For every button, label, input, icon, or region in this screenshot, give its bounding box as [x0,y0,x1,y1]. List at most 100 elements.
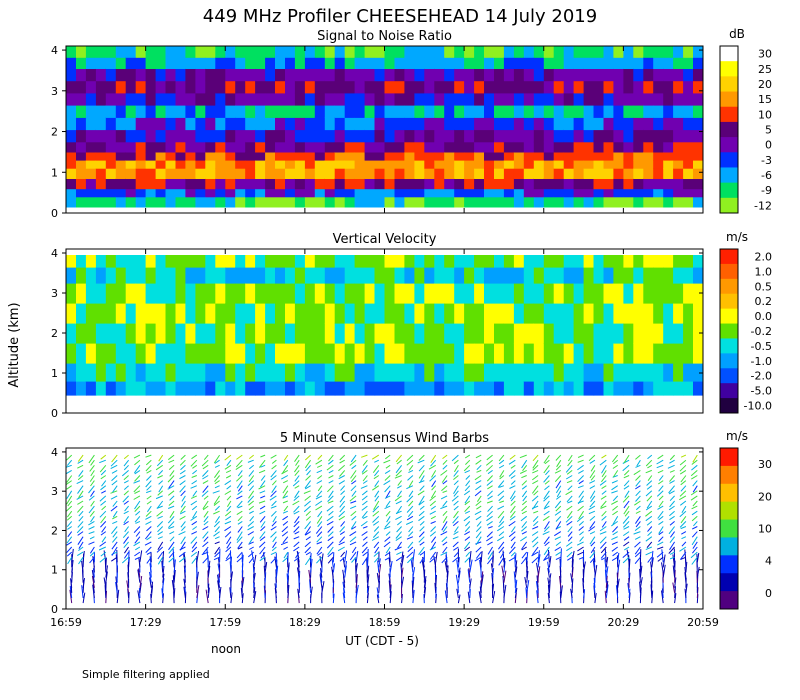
heatmap-cell [374,168,386,179]
heatmap-cell [683,178,694,190]
wind-barb [162,593,164,604]
heatmap-cell [265,188,276,198]
wind-barb [305,464,311,472]
heatmap-cell [135,255,147,268]
heatmap-cell [245,363,256,382]
heatmap-cell [304,323,316,344]
wind-barb [611,536,618,541]
wind-barb [491,572,494,583]
heatmap-cell [653,57,664,69]
heatmap-cell [314,46,326,58]
wind-barb [604,590,607,604]
heatmap-cell [265,151,276,161]
heatmap-cell [414,141,425,153]
colorbar-label: 0 [765,139,772,152]
heatmap-cell [334,168,346,179]
wind-barb [146,556,152,564]
wind-barb [684,549,687,563]
wind-barb [681,536,687,540]
wind-barb [253,587,256,599]
wind-barb [537,554,541,568]
heatmap-cell [135,283,147,304]
heatmap-cell [285,178,296,190]
wind-barb [173,559,176,573]
heatmap-cell [503,129,515,143]
heatmap-cell [155,46,167,58]
colorbar-label: -12 [754,199,772,212]
wind-barb [137,590,141,604]
wind-barb [589,485,596,490]
heatmap-cell [205,255,216,268]
heatmap-cell [573,283,585,304]
wind-barb [112,500,118,507]
wind-barb [503,584,507,599]
y-tick-label: 3 [51,485,58,498]
wind-barb [521,546,527,551]
wind-barb [339,495,346,503]
heatmap-cell [454,105,465,118]
wind-barb [294,470,300,477]
heatmap-cell [374,303,386,324]
heatmap-cell [95,92,107,106]
wind-barb [69,589,73,604]
wind-barb [674,586,676,599]
wind-barb [656,459,664,465]
wind-barb [669,454,675,461]
heatmap-cell [553,178,565,190]
wind-barb [406,515,414,521]
heatmap-cell [384,188,396,198]
wind-barb [576,541,584,546]
wind-barb [452,536,459,540]
wind-barb [99,459,106,464]
wind-barb [497,510,505,519]
heatmap-cell [314,168,326,179]
heatmap-cell [304,343,316,364]
wind-barb [342,592,346,604]
heatmap-cell [66,381,77,396]
wind-barb [100,485,107,491]
wind-barb [444,590,448,604]
wind-barb [626,549,630,563]
heatmap-cell [484,117,495,131]
heatmap-cell [145,160,157,169]
heatmap-cell [543,151,555,161]
wind-barb [112,520,118,525]
wind-barb [492,550,494,563]
wind-barb [123,520,129,526]
wind-barb [463,515,471,522]
heatmap-cell [384,283,396,304]
heatmap-cell [404,68,415,82]
heatmap-cell [145,323,157,344]
wind-barb [156,510,164,517]
heatmap-cell [573,363,585,382]
heatmap-cell [165,255,177,268]
wind-barb [259,531,266,539]
heatmap-cell [464,129,475,143]
wind-barb [247,495,255,503]
wind-barb [383,480,391,486]
heatmap-cell [215,267,226,284]
heatmap-cell [593,80,605,94]
wind-barb [548,549,550,563]
heatmap-cell [165,381,177,396]
heatmap-cell [533,57,545,69]
heatmap-cell [85,255,97,268]
wind-barb [237,505,243,509]
heatmap-cell [414,323,425,344]
wind-barb [305,531,311,536]
wind-barb [144,541,152,546]
wind-barb [180,464,186,471]
wind-barb [294,485,300,489]
panel-1: Signal to Noise Ratio01234dB302520151050… [51,27,772,220]
heatmap-cell [394,283,406,304]
wind-barb [361,546,368,554]
heatmap-cell [633,303,644,324]
heatmap-cell [553,68,565,82]
heatmap-cell [503,303,515,324]
heatmap-cell [583,129,595,143]
heatmap-cell [324,188,336,198]
wind-barb [196,585,200,599]
heatmap-cell [543,160,555,169]
wind-barb [579,536,584,542]
colorbar-label: 10 [758,523,772,536]
